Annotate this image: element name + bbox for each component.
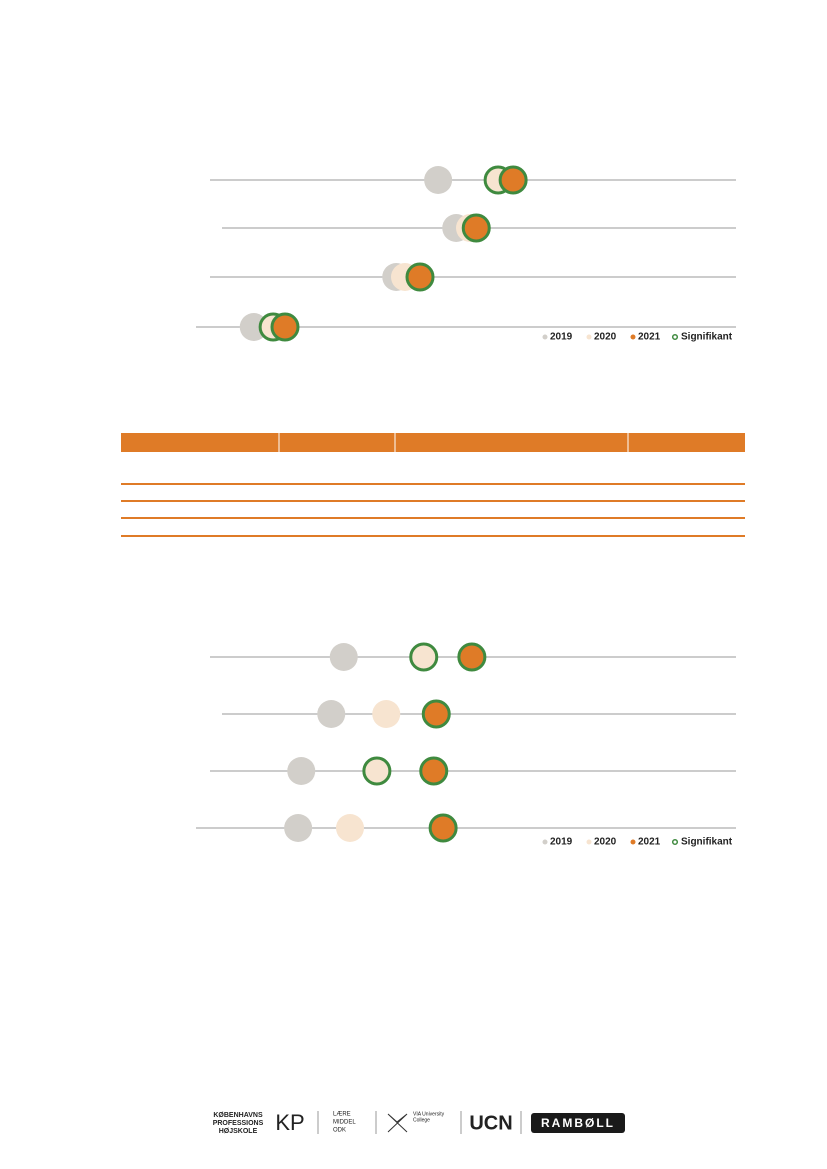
logo-text: College — [413, 1117, 430, 1123]
legend-label: 2019 — [550, 332, 573, 343]
dot — [419, 756, 449, 786]
dot — [336, 814, 364, 842]
logo-text: MIDDEL — [333, 1120, 356, 1126]
footer-logos: KØBENHAVNS PROFESSIONS HØJSKOLE KP LÆRE … — [213, 1110, 625, 1135]
legend-label: 2020 — [594, 332, 617, 343]
dot — [329, 643, 358, 671]
dot — [317, 700, 346, 728]
dot — [270, 312, 300, 342]
dot — [287, 757, 316, 785]
legend-label: 2021 — [638, 332, 661, 343]
logo-text: KP — [275, 1110, 304, 1135]
dot — [424, 166, 453, 194]
dot — [362, 756, 392, 786]
legend-swatch — [542, 839, 548, 845]
legend-swatch — [671, 838, 679, 846]
legend-swatch — [586, 839, 592, 845]
logo-text: VIA University — [413, 1111, 445, 1117]
logo-text: HØJSKOLE — [219, 1128, 258, 1135]
legend-label: Signifikant — [681, 837, 733, 848]
logo-text: RAMBØLL — [541, 1116, 615, 1130]
legend-swatch — [671, 333, 679, 341]
dot-chart: 2019 2020 2021 Signifikant — [196, 642, 736, 848]
logo-text: PROFESSIONS — [213, 1120, 264, 1127]
legend-label: Signifikant — [681, 332, 733, 343]
legend-label: 2019 — [550, 837, 573, 848]
logo-text: KØBENHAVNS — [213, 1112, 263, 1119]
dot-chart: 2019 2020 2021 Signifikant — [196, 165, 736, 343]
legend-swatch — [630, 839, 636, 845]
ramboll-badge — [531, 1113, 625, 1133]
dot — [372, 700, 401, 728]
legend-swatch — [542, 334, 548, 340]
table-header — [121, 433, 745, 452]
via-icon — [387, 1113, 408, 1133]
dot — [428, 813, 458, 843]
dot — [405, 262, 435, 292]
logo-text: ODK — [333, 1128, 346, 1134]
legend-label: 2020 — [594, 837, 617, 848]
dot — [498, 165, 528, 195]
dot — [461, 213, 491, 243]
dot — [284, 814, 313, 842]
legend-label: 2021 — [638, 837, 661, 848]
dot — [457, 642, 487, 672]
dot — [409, 642, 439, 672]
legend-swatch — [586, 334, 592, 340]
legend-swatch — [630, 334, 636, 340]
logo-text: UCN — [469, 1112, 512, 1134]
table — [121, 433, 745, 537]
logo-text: LÆRE — [333, 1112, 351, 1118]
dot — [421, 699, 451, 729]
